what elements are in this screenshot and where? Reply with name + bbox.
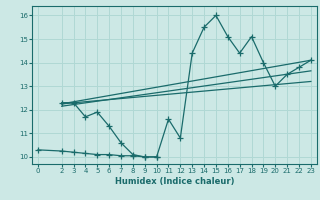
- X-axis label: Humidex (Indice chaleur): Humidex (Indice chaleur): [115, 177, 234, 186]
